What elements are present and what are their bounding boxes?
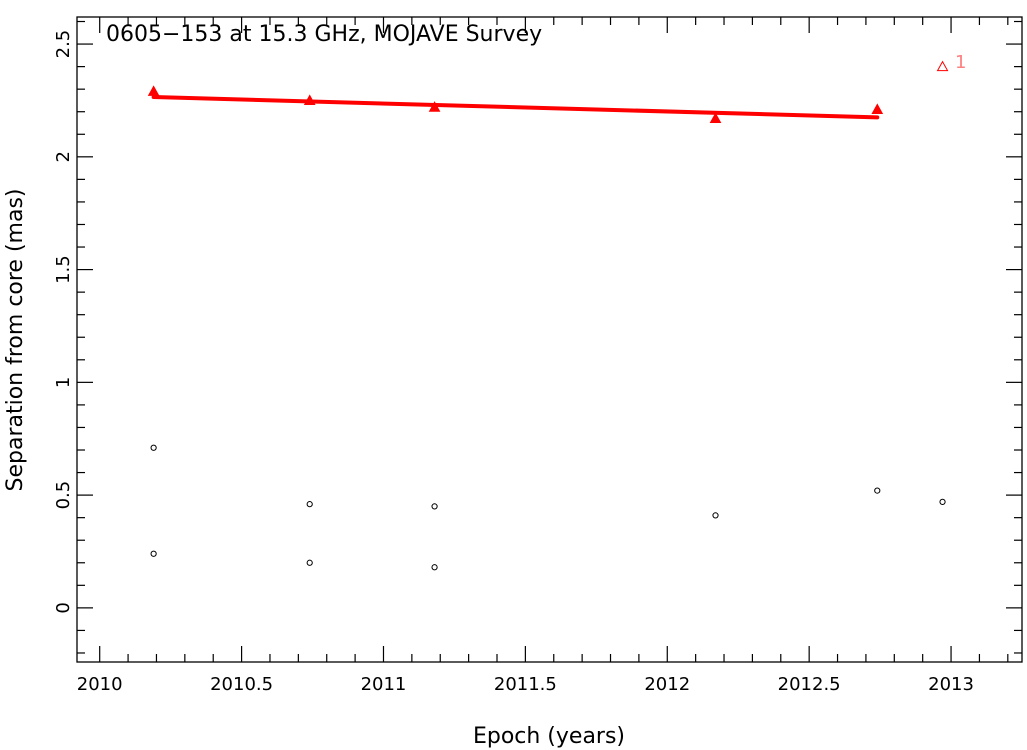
plot-frame [76, 16, 1023, 663]
y-axis-label: Separation from core (mas) [3, 189, 28, 492]
x-axis-label: Epoch (years) [473, 724, 625, 749]
data-point-filled-triangle [428, 101, 441, 112]
x-tick-label: 2010.5 [210, 674, 273, 695]
data-point-open-circle [150, 550, 157, 557]
y-tick-label: 2.5 [53, 30, 74, 59]
data-point-open-triangle [936, 60, 949, 72]
y-tick-label: 2 [53, 151, 74, 162]
data-point-open-circle [306, 501, 313, 508]
data-point-open-circle [431, 564, 438, 571]
y-tick-label: 0 [53, 602, 74, 613]
data-point-filled-triangle [709, 112, 722, 123]
data-point-open-circle [431, 503, 438, 510]
data-point-open-circle [712, 512, 719, 519]
y-tick-label: 1 [53, 377, 74, 388]
x-tick-label: 2011.5 [494, 674, 557, 695]
y-tick-label: 0.5 [53, 481, 74, 510]
annotations: 1 [955, 52, 966, 73]
y-tick-label: 1.5 [53, 255, 74, 284]
data-point-filled-triangle [147, 85, 160, 96]
ticks [77, 17, 1022, 662]
fit-line [151, 95, 880, 120]
x-tick-label: 2012 [644, 674, 690, 695]
data-point-filled-triangle [303, 94, 316, 105]
data-point-open-circle [939, 498, 946, 505]
marks [147, 60, 949, 571]
x-tick-label: 2010 [77, 674, 123, 695]
data-point-open-circle [306, 559, 313, 566]
x-tick-label: 2011 [361, 674, 407, 695]
data-point-open-circle [150, 444, 157, 451]
data-point-filled-triangle [871, 103, 884, 114]
data-point-open-circle [874, 487, 881, 494]
annotation-label: 1 [955, 52, 966, 73]
x-tick-label: 2013 [928, 674, 974, 695]
tick-labels: 2010 2010.5 2011 2011.5 2012 2012.5 2013 0 0.5 1 1… [53, 30, 974, 695]
fit-line-group [151, 95, 880, 120]
chart-title: 0605−153 at 15.3 GHz, MOJAVE Survey [106, 22, 542, 47]
x-tick-label: 2012.5 [778, 674, 841, 695]
